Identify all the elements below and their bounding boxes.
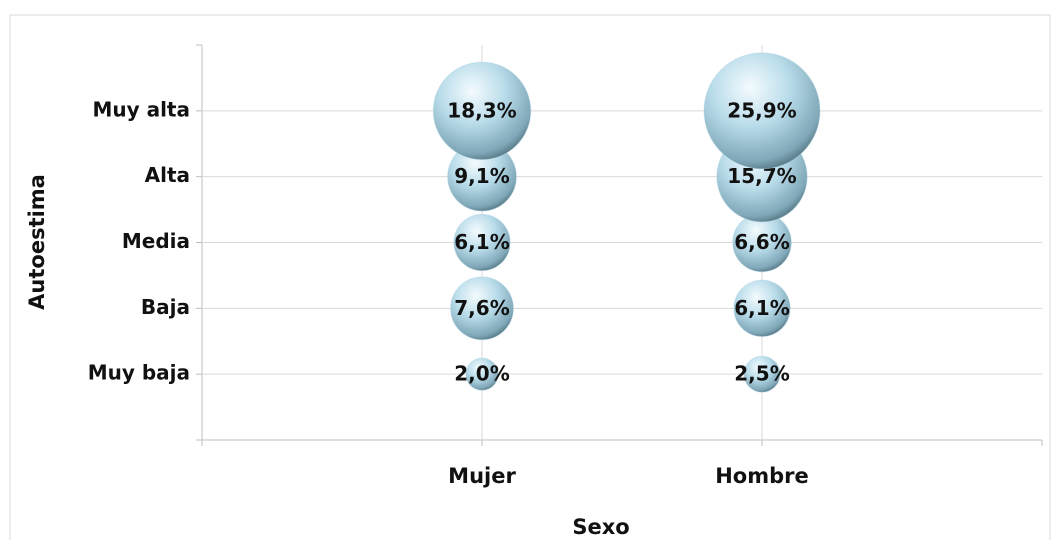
data-label: 6,1% bbox=[734, 296, 789, 320]
data-label: 2,5% bbox=[734, 362, 789, 386]
data-label: 2,0% bbox=[454, 362, 509, 386]
y-tick-label: Muy baja bbox=[88, 361, 190, 385]
chart-frame bbox=[9, 14, 1051, 544]
x-tick-label: Hombre bbox=[715, 464, 809, 488]
data-label: 7,6% bbox=[454, 296, 509, 320]
bubble bbox=[465, 357, 499, 391]
bubble bbox=[432, 61, 532, 161]
data-label: 9,1% bbox=[454, 164, 509, 188]
bubble bbox=[453, 213, 511, 272]
bubble bbox=[743, 355, 781, 393]
data-label: 25,9% bbox=[727, 98, 796, 122]
y-axis-label: Autoestima bbox=[25, 174, 49, 310]
data-label: 18,3% bbox=[447, 98, 516, 122]
y-tick-label: Alta bbox=[145, 163, 190, 187]
x-tick-label: Mujer bbox=[448, 464, 516, 488]
x-axis-label: Sexo bbox=[572, 515, 629, 539]
bubble bbox=[450, 276, 514, 341]
data-label: 6,6% bbox=[734, 230, 789, 254]
bubble bbox=[733, 279, 791, 337]
y-tick-label: Media bbox=[122, 229, 190, 253]
bubble bbox=[703, 52, 821, 170]
y-tick-label: Baja bbox=[141, 295, 190, 319]
data-label: 6,1% bbox=[454, 230, 509, 254]
y-tick-label: Muy alta bbox=[92, 97, 190, 121]
